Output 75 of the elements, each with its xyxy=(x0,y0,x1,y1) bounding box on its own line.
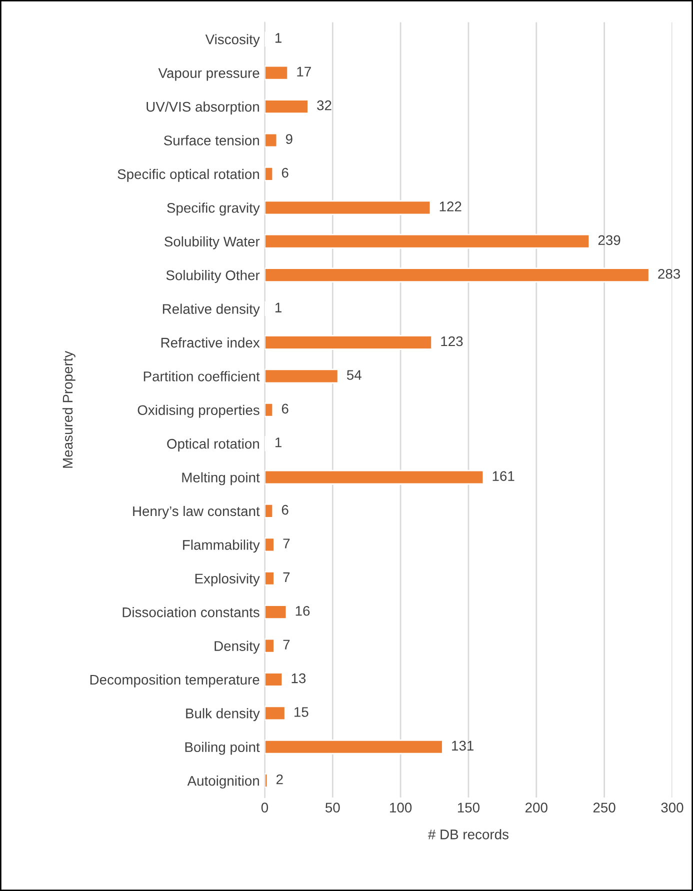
bar xyxy=(264,368,339,384)
x-tick-label: 0 xyxy=(261,802,268,813)
bar xyxy=(264,672,284,687)
bar xyxy=(264,739,444,754)
bar xyxy=(264,166,274,182)
bar xyxy=(264,537,275,552)
data-label: 1 xyxy=(275,438,282,448)
bar xyxy=(264,268,650,282)
y-tick-label: Refractive index xyxy=(161,337,260,348)
data-label: 15 xyxy=(294,707,308,717)
y-tick-label: Melting point xyxy=(182,472,260,486)
x-tick-label: 250 xyxy=(593,802,616,813)
y-tick-label: Viscosity xyxy=(205,34,260,48)
data-label: 1 xyxy=(275,33,282,43)
bar xyxy=(264,604,288,620)
y-tick-label: Specific gravity xyxy=(167,202,260,216)
data-label: 32 xyxy=(317,100,332,110)
bar xyxy=(264,402,274,418)
y-tick-label: Decomposition temperature xyxy=(90,674,260,688)
y-tick-label: Partition coefficient xyxy=(144,371,260,382)
y-tick-label: Relative density xyxy=(162,304,260,317)
x-tick-label: 150 xyxy=(458,802,480,813)
data-label: 6 xyxy=(282,404,288,414)
y-tick-label: Flammability xyxy=(183,540,260,553)
y-tick-label: Surface tension xyxy=(164,135,259,146)
bar xyxy=(264,200,432,216)
y-tick-label: Specific optical rotation xyxy=(118,168,259,182)
y-tick-label: Solubility Water xyxy=(164,236,260,250)
data-label: 2 xyxy=(276,774,283,784)
data-label: 122 xyxy=(440,202,462,212)
y-tick-label: Autoignition xyxy=(187,776,259,789)
x-tick-label: 50 xyxy=(325,802,340,813)
y-tick-label: Bulk density xyxy=(186,708,260,722)
data-label: 7 xyxy=(283,640,290,650)
data-label: 16 xyxy=(296,606,310,616)
data-label: 9 xyxy=(286,134,292,144)
data-label: 1 xyxy=(275,302,282,312)
bar xyxy=(264,99,309,114)
bar xyxy=(264,470,484,485)
y-tick-label: Dissociation constants xyxy=(122,607,260,618)
data-label: 161 xyxy=(492,471,514,481)
data-label: 239 xyxy=(598,235,620,246)
data-label: 6 xyxy=(282,168,288,178)
bar xyxy=(264,638,275,654)
bar xyxy=(264,335,432,350)
y-tick-label: Henry’s law constant xyxy=(133,506,260,519)
y-tick-label: Density xyxy=(214,640,260,654)
data-label: 131 xyxy=(452,740,474,751)
y-tick-label: UV/VIS absorption xyxy=(146,102,259,114)
x-tick-label: 300 xyxy=(661,802,684,813)
bar xyxy=(264,773,268,788)
y-tick-label: Vapour pressure xyxy=(158,68,260,81)
data-label: 54 xyxy=(346,370,362,380)
data-label: 6 xyxy=(282,504,288,515)
bar xyxy=(264,570,275,586)
bar xyxy=(264,706,286,721)
y-tick-label: Solubility Other xyxy=(166,270,260,283)
data-label: 123 xyxy=(441,336,463,346)
y-tick-label: Optical rotation xyxy=(167,438,259,452)
y-tick-label: Oxidising properties xyxy=(138,404,260,418)
data-label: 7 xyxy=(283,538,290,548)
x-tick-label: 100 xyxy=(390,802,412,813)
bar xyxy=(264,234,590,249)
y-axis-title: Measured Property xyxy=(62,350,76,468)
bar xyxy=(264,504,274,518)
data-label: 13 xyxy=(292,673,306,684)
data-label: 283 xyxy=(658,268,680,279)
bar xyxy=(264,65,289,80)
y-tick-label: Explosivity xyxy=(195,573,260,586)
y-tick-label: Boiling point xyxy=(185,742,260,755)
x-axis-title: # DB records xyxy=(428,829,508,840)
bar xyxy=(264,132,278,148)
x-tick-label: 200 xyxy=(525,802,548,813)
data-label: 17 xyxy=(297,66,311,76)
data-label: 7 xyxy=(283,572,290,582)
